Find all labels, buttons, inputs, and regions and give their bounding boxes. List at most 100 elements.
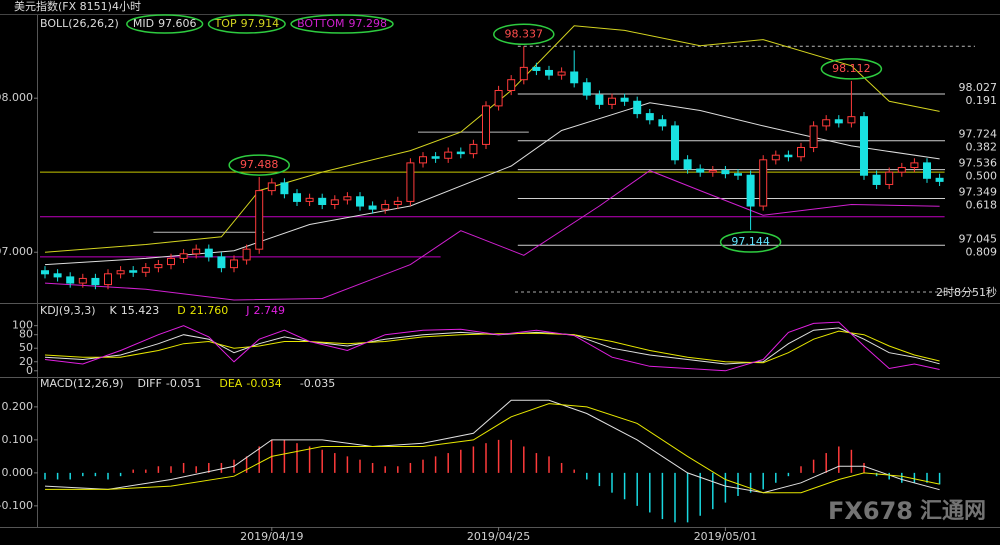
candle-body (431, 156, 440, 159)
y-tick-label: 0 (26, 364, 33, 377)
candle-body (217, 256, 226, 269)
candle-body (809, 125, 818, 148)
watermark: FX678 (828, 497, 913, 525)
y-tick-label: 0.000 (2, 466, 34, 479)
candle-body (78, 277, 87, 284)
candle-body (897, 167, 906, 173)
macd-line (44, 399, 940, 494)
candle-body (771, 154, 780, 161)
candle-body (645, 113, 654, 121)
y-tick-label: 0.200 (2, 400, 34, 413)
candle-body (167, 257, 175, 266)
legend-text: DIFF (138, 377, 162, 390)
legend-text: 15.423 (121, 304, 160, 317)
candle-body (66, 276, 75, 284)
candle-body (582, 82, 591, 96)
candle-body (797, 146, 805, 158)
candle-body (595, 94, 604, 105)
fib-price: 97.045 (959, 232, 998, 245)
candle-body (708, 170, 717, 173)
y-tick-label: -0.100 (0, 499, 33, 512)
highlight-ellipse (207, 14, 286, 34)
candle-body (91, 277, 100, 286)
fib-ratio: 0.191 (966, 94, 998, 107)
candle-body (696, 168, 705, 173)
candle-body (519, 66, 528, 81)
watermark-sub: 汇通网 (920, 499, 986, 524)
candle-body (923, 162, 931, 179)
legend-text: 97.298 (348, 17, 387, 30)
y-tick-label: 97.000 (0, 245, 33, 258)
candle-body (885, 171, 894, 185)
x-tick-label: 2019/04/19 (240, 530, 303, 543)
low-label: 97.144 (731, 235, 770, 248)
candle-body (507, 79, 516, 91)
highlight-ellipse (493, 23, 555, 46)
candle-body (734, 173, 742, 176)
candle-body (910, 162, 919, 169)
fib-price: 97.536 (959, 157, 998, 170)
candle-body (469, 143, 478, 155)
boll-line (44, 102, 940, 266)
fib-price: 98.027 (959, 81, 998, 94)
candle-body (204, 248, 213, 258)
indicator-line (44, 330, 940, 364)
highlight-ellipse (290, 14, 394, 34)
candle-body (759, 159, 768, 207)
boll-line (44, 170, 940, 301)
fib-ratio: 0.809 (966, 245, 998, 258)
candle-body (41, 270, 49, 275)
candle-body (406, 162, 415, 202)
legend-text: 21.760 (190, 304, 229, 317)
candle-body (318, 197, 327, 205)
legend-text: 97.914 (241, 17, 280, 30)
legend-text: DEA (219, 377, 242, 390)
candle-body (267, 182, 276, 192)
candle-body (482, 105, 490, 145)
candle-body (683, 159, 692, 170)
candle-body (192, 248, 201, 255)
indicator-line (44, 321, 940, 372)
legend-text: -0.051 (166, 377, 201, 390)
highlight-ellipse (126, 14, 204, 34)
countdown: 2时8分51秒 (936, 285, 997, 299)
fib-ratio: 0.618 (966, 198, 998, 211)
y-tick-label: 98.000 (0, 91, 33, 104)
candle-body (494, 89, 503, 107)
candle-body (242, 248, 251, 261)
x-tick-label: 2019/04/25 (467, 530, 530, 543)
candle-body (154, 264, 163, 269)
candle-body (860, 116, 868, 176)
legend-text: KDJ(9,3,3) (40, 304, 96, 317)
candle-body (633, 100, 642, 115)
candle-body (104, 273, 112, 286)
candle-body (557, 71, 566, 76)
legend-text: BOTTOM (297, 17, 344, 30)
instrument-title: 美元指数(FX 8151) (14, 0, 112, 13)
candle-body (280, 182, 289, 195)
candle-body (393, 200, 402, 205)
candle-body (116, 270, 125, 275)
candle-body (343, 196, 352, 201)
candle-body (368, 205, 377, 210)
candle-body (456, 151, 465, 155)
candle-body (419, 156, 427, 164)
legend-text: 2.749 (253, 304, 285, 317)
candle-body (129, 270, 138, 273)
candle-body (330, 199, 339, 205)
legend-text: TOP (214, 17, 237, 30)
candle-body (935, 177, 944, 182)
candle-body (381, 203, 390, 210)
high-label: 97.488 (240, 158, 279, 171)
candle-body (872, 174, 881, 185)
legend-text: 97.606 (158, 17, 197, 30)
candle-body (608, 97, 616, 105)
candle-body (141, 267, 150, 273)
candle-body (230, 259, 238, 269)
candle-body (305, 197, 314, 202)
highlight-ellipse (228, 154, 290, 176)
candle-body (293, 193, 301, 202)
x-tick-label: 2019/05/01 (694, 530, 757, 543)
